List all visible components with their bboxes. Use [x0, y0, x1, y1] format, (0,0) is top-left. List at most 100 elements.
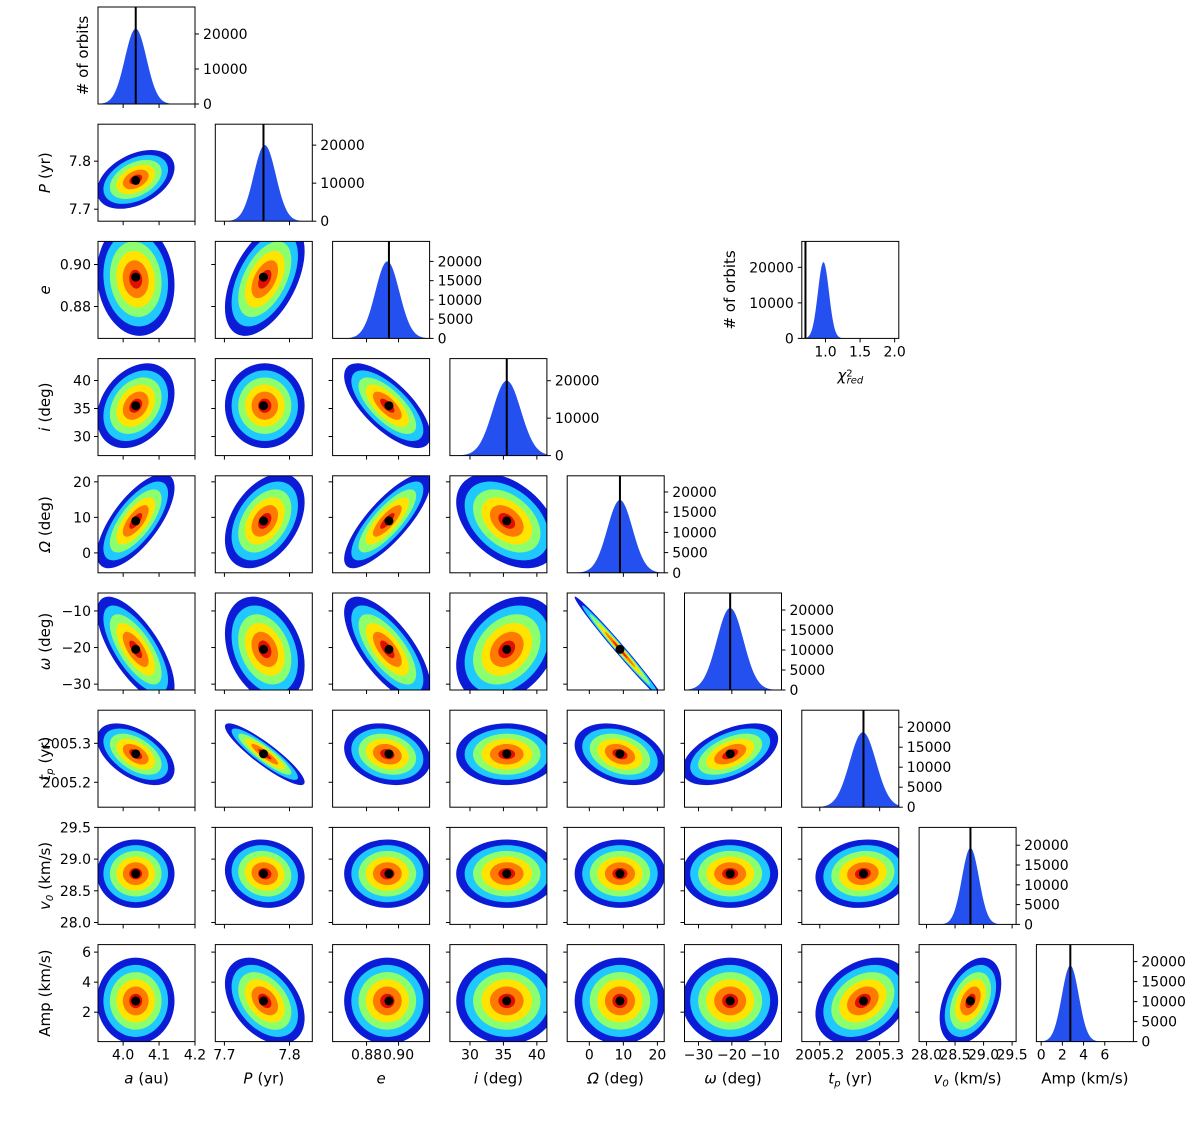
best-fit-point	[502, 644, 512, 654]
panel-frame	[97, 944, 196, 1043]
axis-label: Ω (deg)	[586, 1070, 643, 1088]
x-tick-label: 10	[614, 1048, 632, 1064]
best-fit-point	[258, 996, 268, 1006]
y-tick-label: 6	[82, 945, 91, 961]
x-tick-label: 7.7	[213, 1048, 235, 1064]
y-tick-label: 10000	[790, 643, 835, 659]
x-tick-label: −30	[684, 1048, 714, 1064]
histogram	[801, 732, 899, 808]
axis-label: a (au)	[124, 1070, 169, 1088]
axis-label: Amp (km/s)	[36, 949, 54, 1036]
x-tick-label: 4.1	[148, 1048, 170, 1064]
panel-frame	[97, 826, 196, 925]
x-tick-label: 0.88	[351, 1048, 382, 1064]
panel-frame	[566, 826, 665, 925]
panel-frame	[214, 944, 313, 1043]
axis-label: Ω (deg)	[36, 496, 54, 553]
panel-frame	[684, 592, 782, 691]
symbol: i	[474, 1070, 479, 1088]
x-tick-label: 6	[1100, 1048, 1109, 1064]
y-tick-label: 5000	[1141, 1015, 1177, 1031]
y-tick-label: 30	[73, 430, 91, 446]
axis-label: P (yr)	[36, 152, 54, 193]
x-tick-label: 35	[495, 1048, 513, 1064]
subscript: 0	[45, 895, 56, 901]
y-tick-label: 15000	[672, 505, 717, 521]
best-fit-point	[502, 996, 512, 1006]
x-tick-label: −20	[717, 1048, 747, 1064]
y-tick-label: 10	[73, 510, 91, 526]
panel-frame	[97, 240, 196, 339]
y-tick-label: 15000	[1141, 975, 1186, 991]
best-fit-point	[131, 401, 141, 411]
best-fit-point	[858, 869, 868, 879]
y-tick-label: 5000	[438, 312, 474, 328]
panel-frame	[214, 475, 313, 574]
panel-frame	[801, 944, 900, 1043]
y-tick-label: 20000	[749, 260, 794, 276]
y-axis-label: # of orbits	[721, 250, 739, 329]
y-tick-label: 2005.3	[42, 736, 91, 752]
y-tick-label: 0	[320, 214, 329, 230]
panel-frame	[214, 826, 313, 925]
x-tick-label: 2005.2	[795, 1048, 844, 1064]
x-tick-label: 2.0	[884, 344, 906, 360]
panel-frame	[97, 123, 196, 222]
best-fit-point	[131, 869, 141, 879]
y-tick-label: 10000	[203, 62, 248, 78]
panel-frame	[332, 240, 431, 339]
y-tick-label: 10000	[672, 525, 717, 541]
x-tick-label: 2	[1058, 1048, 1067, 1064]
y-tick-label: 0	[907, 800, 916, 816]
best-fit-point	[384, 749, 394, 759]
panel-frame	[214, 240, 313, 339]
x-tick-label: −10	[750, 1048, 780, 1064]
y-tick-label: 0.90	[60, 257, 91, 273]
best-fit-point	[258, 272, 268, 282]
y-tick-label: 20000	[555, 374, 600, 390]
panel-frame	[332, 475, 431, 574]
panel-frame	[566, 475, 665, 574]
y-tick-label: 2005.2	[42, 775, 91, 791]
panel-frame	[449, 358, 548, 457]
histogram	[1036, 965, 1134, 1042]
y-tick-label: 20000	[790, 603, 835, 619]
axis-label: e	[376, 1070, 385, 1088]
histogram	[801, 262, 899, 339]
panel-frame	[97, 475, 196, 574]
panel-frame	[332, 944, 431, 1043]
histogram	[919, 848, 1017, 925]
axis-label: ω (deg)	[36, 613, 54, 671]
x-tick-label: 4.2	[184, 1048, 206, 1064]
panel-frame	[566, 592, 665, 691]
x-tick-label: 0	[1037, 1048, 1046, 1064]
unit: (yr)	[257, 1070, 284, 1088]
histogram	[332, 261, 430, 339]
panel-frame	[97, 592, 196, 691]
x-tick-label: 2005.3	[855, 1048, 904, 1064]
x-tick-label: 40	[528, 1048, 546, 1064]
unit: (deg)	[483, 1070, 523, 1088]
symbol: t	[828, 1070, 835, 1088]
panel-frame	[801, 240, 900, 339]
x-tick-label: 0	[585, 1048, 594, 1064]
y-tick-label: 20000	[672, 485, 717, 501]
y-tick-label: 10000	[1141, 995, 1186, 1011]
y-tick-label: 40	[73, 373, 91, 389]
axis-label: ω (deg)	[704, 1070, 762, 1088]
panel-frame	[918, 826, 1017, 925]
panel-frame	[1035, 944, 1134, 1043]
subscript: p	[833, 1078, 840, 1089]
axis-label: tp (yr)	[828, 1070, 872, 1090]
best-fit-point	[131, 996, 141, 1006]
best-fit-point	[615, 869, 625, 879]
axis-label: tp (yr)	[36, 737, 56, 781]
unit: (km/s)	[1081, 1070, 1129, 1088]
x-tick-label: 20	[648, 1048, 666, 1064]
symbol: χ	[836, 366, 847, 384]
x-tick-label: 29.0	[968, 1048, 999, 1064]
panel-frame	[566, 709, 665, 808]
symbol: e	[36, 285, 54, 294]
panel-frame	[214, 358, 313, 457]
unit: (yr)	[846, 1070, 873, 1088]
